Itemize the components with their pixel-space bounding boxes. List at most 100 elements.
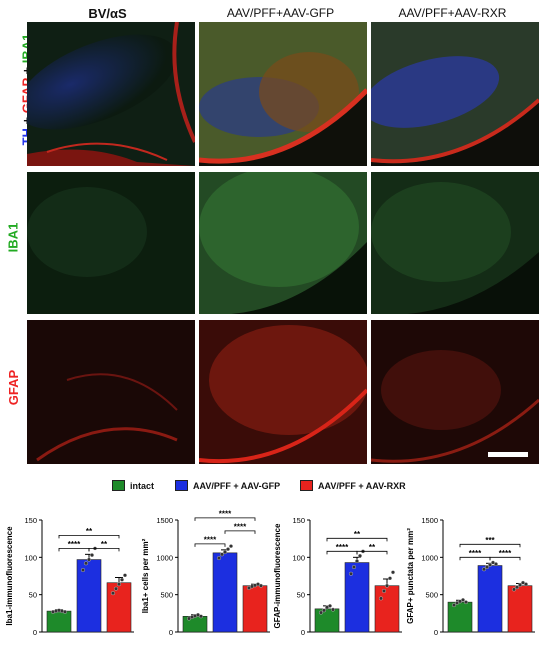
chart-bar: [477, 565, 503, 633]
chart-significance-label: **: [369, 543, 376, 552]
chart-tick-label: 100: [24, 553, 37, 562]
chart-point: [524, 582, 528, 587]
chart-tick-label: 150: [292, 516, 305, 525]
chart-point: [485, 565, 489, 569]
chart-point: [223, 550, 227, 555]
chart-bar: [314, 608, 340, 633]
chart-significance-bracket: [356, 550, 388, 555]
chart-bar: [507, 585, 533, 633]
chart-point: [123, 573, 127, 578]
chart-point: [111, 591, 115, 596]
scale-bar: [488, 452, 528, 457]
micrograph-gfap-gfp: [199, 320, 367, 464]
chart-point: [382, 588, 386, 593]
chart-point: [452, 603, 456, 608]
chart-ylabel: GFAP-immunofluorescence: [273, 523, 282, 628]
chart-significance-label: ****: [219, 509, 232, 518]
chart-point: [494, 562, 498, 567]
chart-ylabel: Iba1-immunofluorescence: [5, 526, 14, 626]
chart-significance-bracket: [489, 556, 521, 561]
legend-swatch-gfp: [175, 480, 188, 491]
chart-bar: [374, 585, 400, 633]
chart-significance-label: ****: [499, 549, 512, 558]
chart-significance-label: **: [86, 527, 93, 536]
chart-point: [331, 607, 335, 612]
chart-1: Iba1+ cells per mm²050010001500*********…: [141, 509, 270, 637]
chart-tick-label: 500: [425, 591, 438, 600]
chart-point: [352, 565, 356, 569]
chart-tick-label: 0: [33, 628, 37, 637]
legend-swatch-rxr: [300, 480, 313, 491]
row-label-iba1: IBA1: [5, 222, 21, 253]
micrograph-iba1-rxr: [371, 172, 539, 314]
micrograph-gfap-rxr: [371, 320, 539, 464]
micrograph-iba1-gfp: [199, 172, 367, 314]
chart-significance-bracket: [58, 534, 120, 539]
chart-bar: [106, 582, 132, 633]
chart-significance-bracket: [194, 543, 226, 547]
chart-significance-label: **: [101, 540, 108, 549]
chart-point: [220, 552, 224, 557]
chart-tick-label: 150: [24, 516, 37, 525]
chart-significance-label: ****: [204, 535, 217, 544]
chart-point: [461, 597, 465, 602]
chart-point: [226, 547, 230, 552]
legend-item-gfp: AAV/PFF + AAV-GFP: [175, 480, 280, 491]
chart-point: [482, 567, 486, 572]
chart-tick-label: 0: [169, 628, 173, 637]
legend-item-intact: intact: [112, 480, 154, 491]
chart-point: [84, 561, 88, 566]
chart-point: [349, 571, 353, 576]
chart-point: [90, 553, 94, 558]
chart-significance-label: ****: [234, 522, 247, 531]
chart-point: [259, 583, 263, 588]
chart-point: [81, 568, 85, 572]
chart-tick-label: 500: [160, 591, 173, 600]
chart-tick-label: 0: [301, 628, 305, 637]
chart-point: [391, 570, 395, 575]
chart-point: [87, 557, 91, 562]
chart-bar: [46, 610, 72, 633]
chart-tick-label: 50: [297, 591, 305, 600]
chart-point: [379, 596, 383, 601]
chart-ylabel: GFAP+ punctata per mm²: [406, 528, 415, 624]
micrograph-gfap-control: [27, 320, 195, 464]
column-header-gfp: AAV/PFF+AAV-GFP: [226, 6, 335, 20]
chart-bar: [344, 562, 370, 633]
legend-label-gfp: AAV/PFF + AAV-GFP: [193, 480, 281, 491]
chart-significance-label: ****: [336, 543, 349, 552]
chart-point: [518, 583, 522, 587]
chart-point: [385, 583, 389, 588]
chart-significance-label: ***: [485, 536, 495, 545]
micrograph-iba1-control: [27, 172, 195, 314]
chart-point: [120, 577, 124, 582]
chart-tick-label: 1500: [156, 516, 173, 525]
chart-point: [515, 585, 519, 590]
micrograph-merge-rxr: [371, 22, 539, 166]
chart-significance-bracket: [326, 537, 388, 542]
chart-point: [464, 600, 468, 605]
legend-item-rxr: AAV/PFF + AAV-RXR: [300, 480, 406, 491]
chart-tick-label: 1500: [421, 516, 438, 525]
chart-significance-bracket: [459, 543, 521, 548]
chart-point: [117, 582, 121, 587]
chart-point: [488, 562, 492, 567]
chart-tick-label: 100: [292, 553, 305, 562]
chart-bar: [182, 616, 208, 633]
chart-point: [512, 587, 516, 592]
chart-tick-label: 1000: [156, 553, 173, 562]
chart-point: [358, 553, 362, 558]
legend-label-intact: intact: [130, 480, 155, 491]
legend-swatch-intact: [112, 480, 125, 491]
chart-bar: [242, 585, 268, 633]
chart-point: [114, 586, 118, 591]
column-header-rxr: AAV/PFF+AAV-RXR: [398, 6, 507, 20]
chart-tick-label: 1000: [421, 553, 438, 562]
chart-significance-label: ****: [469, 549, 482, 558]
chart-point: [328, 603, 332, 608]
chart-tick-label: 0: [434, 628, 438, 637]
chart-tick-label: 50: [29, 591, 37, 600]
